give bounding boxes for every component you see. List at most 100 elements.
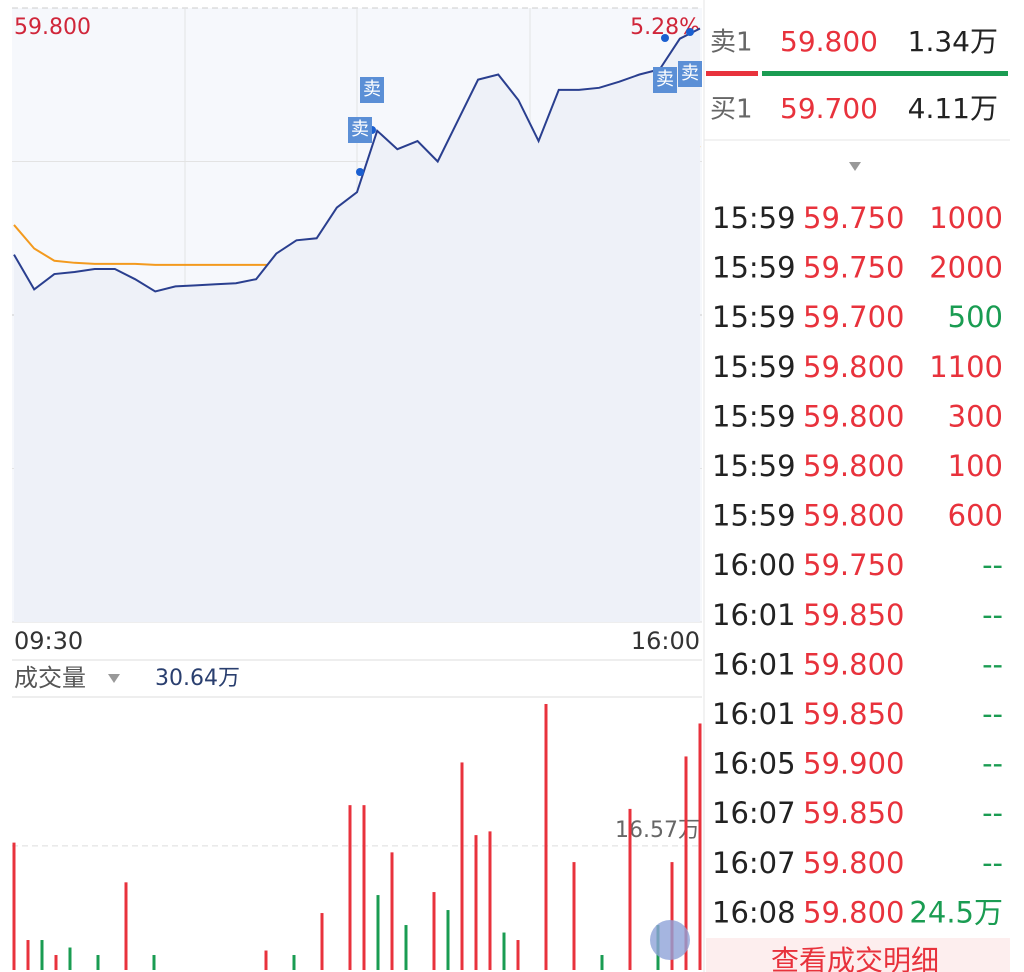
trade-price: 59.750 — [803, 548, 904, 582]
trade-price: 59.800 — [803, 895, 904, 929]
volume-bar — [292, 955, 296, 970]
trade-price: 59.800 — [803, 499, 904, 533]
trade-time: 15:59 — [712, 399, 796, 433]
trade-time: 16:05 — [712, 747, 796, 781]
volume-bar — [516, 940, 520, 970]
volume-bar — [124, 882, 128, 970]
volume-title[interactable]: 成交量 — [14, 664, 86, 692]
volume-bar — [684, 756, 688, 970]
trade-marker-bg — [653, 67, 677, 93]
price-line — [13, 27, 701, 293]
trade-volume: 1100 — [929, 350, 1003, 384]
trade-volume: 24.5万 — [909, 895, 1003, 929]
trade-dot — [356, 168, 364, 176]
volume-bar — [670, 862, 674, 970]
trade-price: 59.750 — [803, 251, 904, 285]
trade-volume: 500 — [948, 300, 1003, 334]
trade-time: 16:00 — [712, 548, 796, 582]
trade-volume: 300 — [948, 399, 1003, 433]
trade-dot — [661, 34, 669, 42]
trade-time: 15:59 — [712, 350, 796, 384]
volume-bar — [460, 762, 464, 970]
trade-marker-bg — [678, 61, 702, 87]
trade-volume: 1000 — [929, 201, 1003, 235]
bid-bar — [762, 71, 1008, 76]
trade-volume: -- — [982, 548, 1003, 582]
trade-volume: 2000 — [929, 251, 1003, 285]
bid-label: 买1 — [710, 95, 753, 125]
volume-bar — [40, 940, 44, 970]
trade-price: 59.900 — [803, 747, 904, 781]
detail-button-bg[interactable] — [706, 938, 1010, 972]
trade-time: 16:01 — [712, 647, 796, 681]
volume-bar — [68, 947, 72, 970]
volume-bar — [12, 842, 16, 970]
volume-bar — [488, 831, 492, 970]
trade-time: 16:01 — [712, 598, 796, 632]
volume-bar — [390, 852, 394, 970]
volume-bar — [362, 805, 366, 970]
x-label: 16:00 — [631, 627, 700, 655]
trade-time: 16:07 — [712, 796, 796, 830]
trade-price: 59.850 — [803, 598, 904, 632]
trade-volume: 100 — [948, 449, 1003, 483]
volume-bar — [152, 955, 156, 970]
volume-current: 30.64万 — [155, 666, 240, 691]
trade-time: 16:08 — [712, 895, 796, 929]
trade-price: 59.800 — [803, 350, 904, 384]
trade-marker-bg — [360, 77, 384, 103]
collapse-icon[interactable] — [849, 162, 861, 171]
trade-time: 15:59 — [712, 251, 796, 285]
volume-bar — [376, 895, 380, 970]
trade-volume: -- — [982, 697, 1003, 731]
trade-time: 15:59 — [712, 201, 796, 235]
trade-time: 15:59 — [712, 300, 796, 334]
ask-bar — [706, 71, 758, 76]
trade-price: 59.800 — [803, 399, 904, 433]
trade-price: 59.800 — [803, 449, 904, 483]
trade-time: 15:59 — [712, 449, 796, 483]
bid-price: 59.700 — [780, 92, 878, 125]
bid-volume: 4.11万 — [908, 92, 998, 125]
price-area — [14, 28, 700, 622]
volume-bar — [26, 940, 30, 970]
volume-bar — [698, 723, 702, 970]
volume-bar — [54, 955, 58, 970]
volume-bar — [96, 955, 100, 970]
volume-bar — [404, 925, 408, 970]
trade-dot — [686, 28, 694, 36]
volume-bar — [432, 892, 436, 970]
x-label: 09:30 — [14, 627, 83, 655]
volume-bar — [572, 862, 576, 970]
scroll-button[interactable] — [650, 920, 690, 960]
ask-volume: 1.34万 — [908, 25, 998, 58]
trade-volume: -- — [982, 747, 1003, 781]
trade-marker-bg — [348, 117, 372, 143]
trade-price: 59.850 — [803, 697, 904, 731]
trade-volume: -- — [982, 846, 1003, 880]
trade-marker: 卖 — [681, 63, 699, 84]
trade-time: 15:59 — [712, 499, 796, 533]
trade-marker: 卖 — [656, 69, 674, 90]
trade-volume: -- — [982, 796, 1003, 830]
volume-bar — [348, 805, 352, 970]
trade-time: 16:01 — [712, 697, 796, 731]
trade-price: 59.850 — [803, 796, 904, 830]
trade-time: 16:07 — [712, 846, 796, 880]
trade-marker: 卖 — [363, 79, 381, 100]
detail-button[interactable]: 查看成交明细 — [771, 944, 939, 972]
trade-volume: 600 — [948, 499, 1003, 533]
volume-bar — [264, 950, 268, 970]
trade-price: 59.800 — [803, 647, 904, 681]
volume-bar — [600, 955, 604, 970]
trade-marker: 卖 — [351, 119, 369, 140]
volume-bar — [446, 910, 450, 970]
volume-bar — [502, 932, 506, 970]
dropdown-icon[interactable] — [108, 674, 120, 683]
volume-bar — [628, 808, 632, 970]
trade-volume: -- — [982, 647, 1003, 681]
ask-price: 59.800 — [780, 25, 878, 58]
trade-volume: -- — [982, 598, 1003, 632]
ask-label: 卖1 — [710, 28, 753, 58]
